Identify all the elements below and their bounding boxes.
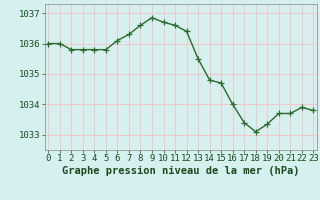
X-axis label: Graphe pression niveau de la mer (hPa): Graphe pression niveau de la mer (hPa): [62, 166, 300, 176]
